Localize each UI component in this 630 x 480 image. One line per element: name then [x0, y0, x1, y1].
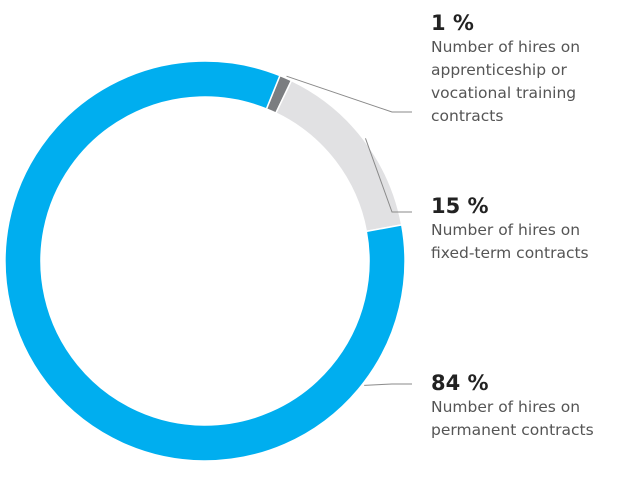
- description-apprenticeship: Number of hires on apprenticeship or voc…: [431, 38, 581, 125]
- description-fixed-term: Number of hires on fixed-term contracts: [431, 221, 589, 262]
- label-fixed-term: 15 % Number of hires on fixed-term contr…: [431, 193, 630, 265]
- leader-line-fixed-term: [365, 138, 412, 213]
- donut-slice-fixed-term: [274, 79, 403, 233]
- label-permanent: 84 % Number of hires on permanent contra…: [431, 370, 630, 442]
- percent-label-permanent: 84 %: [431, 371, 489, 395]
- label-apprenticeship: 1 % Number of hires on apprenticeship or…: [431, 10, 630, 128]
- percent-label-fixed-term: 15 %: [431, 194, 489, 218]
- leader-line-apprenticeship: [286, 75, 412, 113]
- leader-line-permanent: [364, 383, 412, 386]
- percent-label-apprenticeship: 1 %: [431, 11, 474, 35]
- description-permanent: Number of hires on permanent contracts: [431, 398, 594, 439]
- donut-slice-permanent: [4, 60, 406, 462]
